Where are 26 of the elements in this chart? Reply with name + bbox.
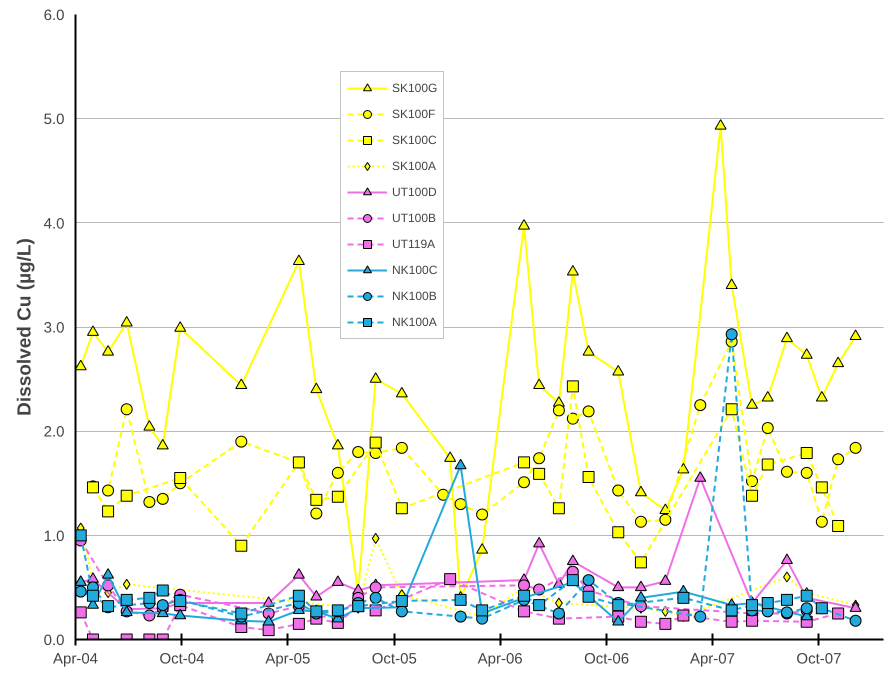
- legend-label: UT100B: [392, 210, 436, 227]
- y-tick-label: 5.0: [44, 111, 65, 128]
- x-tick-label: Apr-06: [478, 650, 523, 668]
- x-tick-label: Oct-04: [159, 650, 204, 668]
- legend-label: NK100A: [392, 314, 437, 331]
- legend-label: UT100D: [392, 184, 437, 201]
- legend-label: NK100B: [392, 288, 437, 305]
- x-tick-label: Oct-05: [372, 650, 417, 668]
- x-tick-label: Apr-05: [265, 650, 310, 668]
- legend-label: SK100A: [392, 158, 436, 175]
- y-tick-label: 0.0: [44, 632, 65, 649]
- legend-label: UT119A: [392, 236, 436, 253]
- legend-label: NK100C: [392, 262, 438, 279]
- legend-label: SK100F: [392, 106, 436, 123]
- y-axis-title: Dissolved Cu (µg/L): [14, 238, 36, 416]
- y-tick-label: 3.0: [44, 320, 65, 336]
- x-tick-label: Oct-07: [796, 650, 842, 668]
- x-tick-label: Apr-07: [690, 650, 735, 668]
- y-tick-label: 6.0: [44, 7, 65, 24]
- x-tick-label: Oct-06: [584, 650, 630, 668]
- legend-label: SK100G: [392, 80, 438, 97]
- y-tick-label: 1.0: [44, 528, 65, 545]
- y-tick-label: 4.0: [44, 215, 65, 232]
- y-tick-label: 2.0: [44, 424, 65, 441]
- x-tick-label: Apr-04: [52, 650, 98, 668]
- legend-label: SK100C: [392, 132, 437, 149]
